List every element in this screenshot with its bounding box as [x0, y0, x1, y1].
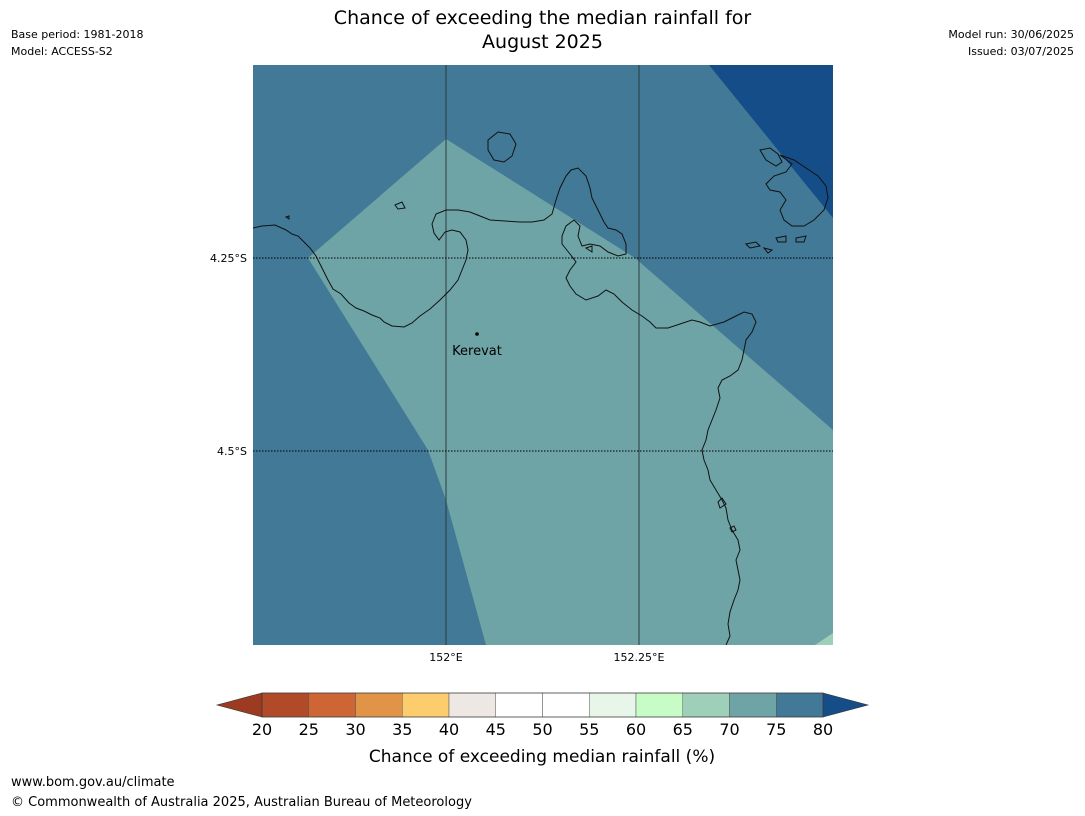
colorbar: 20 25 30 35 40 45 50 55 60 65 70 75 80 Chance of exc…	[215, 692, 870, 767]
colorbar-tick-60: 60	[626, 720, 646, 739]
colorbar-swatch-75-80	[776, 692, 824, 718]
colorbar-tick-75: 75	[766, 720, 786, 739]
colorbar-swatch-35-40	[402, 692, 450, 718]
lat-label-4-25s: 4.25°S	[210, 252, 247, 265]
colorbar-tick-40: 40	[439, 720, 459, 739]
colorbar-tick-20: 20	[252, 720, 272, 739]
map-panel: Kerevat	[253, 65, 833, 645]
title-line-1: Chance of exceeding the median rainfall …	[333, 7, 752, 29]
map-title: Chance of exceeding the median rainfall …	[0, 6, 1085, 54]
colorbar-swatch-70-75	[729, 692, 777, 718]
islet-7	[584, 245, 593, 253]
colorbar-tick-80: 80	[813, 720, 833, 739]
colorbar-tick-50: 50	[532, 720, 552, 739]
island-ne-1	[759, 147, 783, 167]
kerevat-marker	[475, 332, 479, 336]
colorbar-tick-45: 45	[486, 720, 506, 739]
colorbar-tick-55: 55	[579, 720, 599, 739]
lat-label-4-5s: 4.5°S	[217, 445, 247, 458]
islet-5	[775, 235, 787, 243]
colorbar-under-arrow	[215, 692, 263, 718]
colorbar-swatch-60-65	[635, 692, 683, 718]
meta-right: Model run: 30/06/2025 Issued: 03/07/2025	[948, 26, 1074, 60]
model-run-text: Model run: 30/06/2025	[948, 28, 1074, 41]
islet-2	[284, 215, 290, 220]
title-line-2: August 2025	[482, 31, 603, 53]
graticule	[253, 65, 833, 645]
colorbar-swatch-40-45	[448, 692, 496, 718]
islet-4	[762, 247, 774, 254]
islet-6	[795, 235, 807, 243]
colorbar-outline	[261, 692, 824, 718]
model-text: Model: ACCESS-S2	[11, 45, 113, 58]
colorbar-swatch-45-50	[495, 692, 543, 718]
colorbar-tick-35: 35	[392, 720, 412, 739]
colorbar-tick-70: 70	[719, 720, 739, 739]
islet-8	[717, 497, 727, 509]
islet-1	[394, 201, 406, 210]
colorbar-swatch-30-35	[355, 692, 403, 718]
footer-copyright: © Commonwealth of Australia 2025, Austra…	[11, 795, 472, 810]
colorbar-swatch-50-55	[542, 692, 590, 718]
band-65-70-fill	[815, 633, 833, 645]
band-70-75-fill	[308, 139, 833, 645]
islet-3	[744, 241, 762, 249]
coastline	[253, 131, 829, 645]
colorbar-tick-25: 25	[299, 720, 319, 739]
colorbar-label: Chance of exceeding median rainfall (%)	[369, 747, 715, 767]
colorbar-swatch-55-60	[589, 692, 637, 718]
colorbar-swatch-20-25	[261, 692, 309, 718]
lon-label-152-25e: 152.25°E	[614, 651, 665, 664]
issued-text: Issued: 03/07/2025	[967, 45, 1074, 58]
island-ne-2	[765, 154, 829, 227]
colorbar-tick-65: 65	[673, 720, 693, 739]
kerevat-label: Kerevat	[452, 344, 502, 359]
meta-left: Base period: 1981-2018 Model: ACCESS-S2	[11, 26, 143, 60]
colorbar-swatch-65-70	[682, 692, 730, 718]
lon-label-152e: 152°E	[429, 651, 462, 664]
band-80-plus-fill	[709, 65, 833, 218]
base-period-text: Base period: 1981-2018	[11, 28, 144, 41]
colorbar-swatch-25-30	[308, 692, 356, 718]
island-north	[487, 131, 517, 163]
islet-9	[729, 525, 737, 533]
colorbar-tick-30: 30	[345, 720, 365, 739]
colorbar-over-arrow	[822, 692, 870, 718]
footer-url: www.bom.gov.au/climate	[11, 775, 175, 790]
